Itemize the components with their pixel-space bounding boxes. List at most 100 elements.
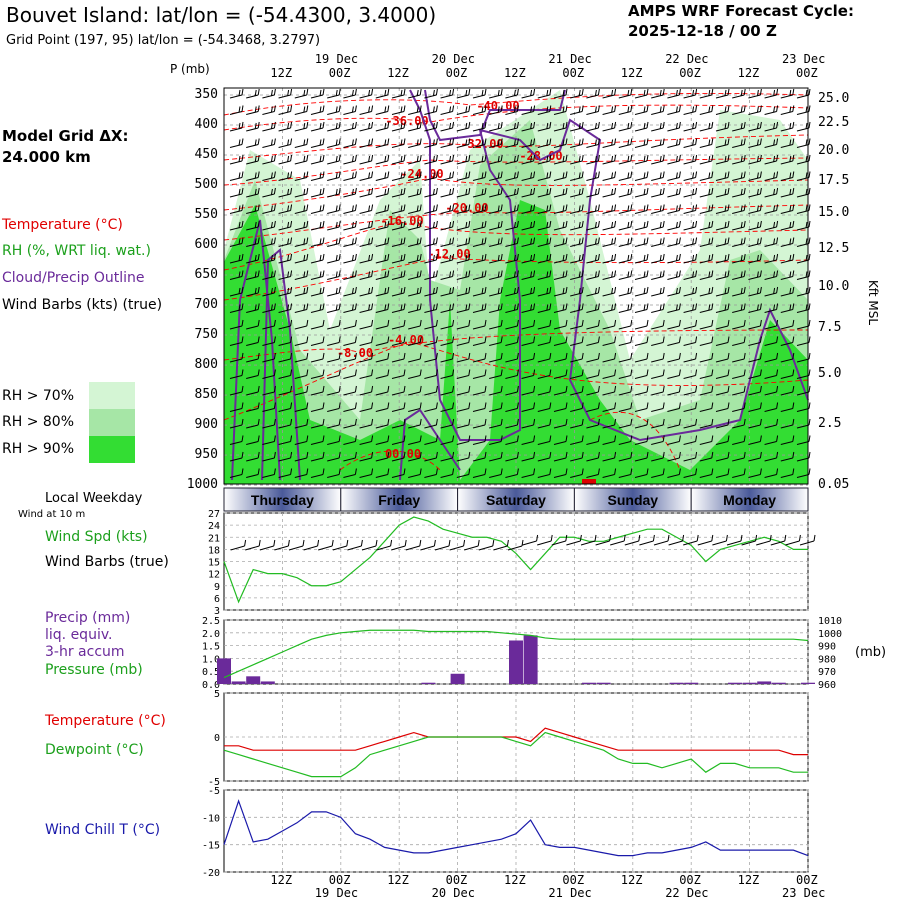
wind-barb	[586, 121, 600, 132]
wind-barb-shaft	[553, 144, 567, 148]
wind-barb-flag	[597, 385, 600, 393]
wind-barb-flag	[403, 138, 406, 145]
wind-barb-flag	[371, 468, 374, 475]
wind-barb-shaft	[683, 342, 696, 346]
wind-barb-flag	[643, 287, 646, 295]
wind-barb-flag	[419, 204, 422, 211]
wind-barb	[310, 319, 325, 330]
wind-barb	[715, 237, 730, 247]
wind-barb-flag	[516, 253, 519, 261]
wind-barb-flag	[419, 402, 422, 409]
wind-barb	[667, 220, 681, 231]
wind-barb-flag	[630, 435, 633, 442]
wind-barb-flag	[306, 303, 309, 310]
wind-barb-flag	[290, 154, 293, 162]
wind-barb-shaft	[732, 424, 745, 429]
wind-barb-flag	[533, 88, 536, 96]
wind-barb-flag	[484, 451, 487, 459]
temp-panel-ytick-label: 5	[214, 689, 220, 700]
wind-barb	[489, 187, 503, 198]
wind-barb	[424, 88, 438, 99]
wind-barb-flag	[695, 369, 698, 376]
wind-barb-flag	[776, 451, 779, 459]
wind-barb	[424, 303, 438, 313]
surface-wind-barb-flag	[302, 539, 305, 547]
wind-barb	[699, 451, 714, 462]
wind-barb-shaft	[359, 325, 372, 330]
wind-barb	[618, 105, 633, 115]
wind-barb-shaft	[651, 391, 664, 396]
wind-barb-shaft	[732, 325, 745, 330]
wind-barb-shaft	[359, 358, 372, 363]
wind-barb	[424, 435, 438, 445]
wind-barb-flag	[695, 352, 698, 360]
wind-barb	[343, 171, 357, 181]
surface-wind-barb-flag	[375, 539, 378, 547]
wind-barb-shaft	[489, 193, 502, 198]
wind-barb	[262, 237, 276, 247]
wind-barb	[310, 468, 325, 478]
wind-barb-flag	[500, 121, 503, 129]
wind-barb-flag	[646, 319, 649, 327]
wind-barb-flag	[416, 139, 419, 146]
wind-barb	[310, 369, 325, 379]
wind-barb-shaft	[780, 474, 793, 478]
wind-barb-shaft	[246, 111, 259, 115]
wind-barb-shaft	[667, 391, 680, 396]
wind-barb	[651, 402, 665, 412]
wind-barb-shaft	[602, 457, 615, 462]
wind-barb-flag	[338, 369, 341, 376]
wind-barb-shaft	[294, 226, 307, 231]
wind-barb-flag	[497, 221, 500, 229]
wind-barb-flag	[611, 139, 614, 146]
wind-barb	[586, 220, 600, 231]
wind-barb-flag	[273, 204, 276, 211]
wind-barb-flag	[695, 402, 698, 409]
wind-barb	[408, 435, 422, 445]
wind-barb	[424, 286, 438, 297]
precip-bar	[582, 682, 596, 684]
wind-barb	[537, 451, 552, 462]
wind-barb-flag	[516, 105, 519, 112]
wind-barb-shaft	[359, 457, 372, 462]
wind-barb-flag	[481, 254, 484, 262]
wind-barb-flag	[497, 271, 500, 278]
wind-barb	[246, 154, 260, 165]
wind-barb-flag	[727, 286, 730, 294]
wind-barb-shaft	[310, 127, 324, 132]
wind-barb	[602, 468, 617, 478]
wind-barb-flag	[565, 451, 568, 459]
wind-barb-shaft	[408, 292, 421, 297]
wind-barb-shaft	[602, 226, 615, 231]
wind-barb-shaft	[586, 144, 599, 148]
wind-barb-flag	[387, 88, 390, 96]
wind-barb-shaft	[391, 441, 405, 445]
wind-barb-flag	[549, 121, 552, 129]
wind-barb-shaft	[294, 474, 307, 478]
wind-barb-flag	[678, 418, 681, 426]
wind-barb-shaft	[375, 474, 388, 478]
wind-barb	[310, 303, 325, 313]
wind-barb-shaft	[586, 193, 599, 198]
wind-barb-shaft	[343, 358, 356, 363]
wind-barb-flag	[692, 205, 695, 212]
wind-barb-flag	[711, 286, 714, 294]
wind-barb-shaft	[764, 391, 777, 396]
wind-barb	[537, 319, 552, 330]
wind-barb-flag	[711, 237, 714, 244]
wind-barb-flag	[290, 220, 293, 228]
wind-barb-flag	[354, 451, 357, 459]
wind-barb-flag	[759, 319, 762, 327]
wind-barb-shaft	[699, 309, 712, 313]
wind-barb-flag	[743, 187, 746, 195]
wind-barb-shaft	[262, 342, 275, 346]
wind-barb-shaft	[472, 292, 486, 297]
precip-bar	[217, 658, 231, 684]
wind-barb	[748, 369, 762, 379]
wind-barb	[472, 451, 487, 462]
top-time-tick-label: 12Z	[504, 66, 526, 80]
wind-barb-flag	[565, 237, 568, 244]
wind-barb	[667, 171, 681, 181]
wind-barb	[780, 204, 795, 214]
wind-barb-shaft	[408, 441, 421, 445]
